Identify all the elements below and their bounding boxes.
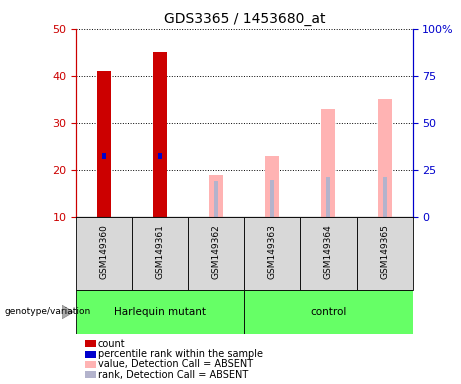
Bar bbox=[97, 71, 111, 217]
Text: genotype/variation: genotype/variation bbox=[5, 308, 91, 316]
Bar bbox=[76, 217, 132, 290]
Bar bbox=[76, 290, 244, 334]
Bar bbox=[158, 153, 162, 159]
Text: control: control bbox=[310, 307, 347, 317]
Text: Harlequin mutant: Harlequin mutant bbox=[114, 307, 206, 317]
Bar bbox=[188, 217, 244, 290]
Text: GSM149361: GSM149361 bbox=[156, 225, 165, 280]
Title: GDS3365 / 1453680_at: GDS3365 / 1453680_at bbox=[164, 12, 325, 26]
Bar bbox=[102, 153, 106, 159]
Text: value, Detection Call = ABSENT: value, Detection Call = ABSENT bbox=[98, 359, 253, 369]
Bar bbox=[356, 217, 413, 290]
Text: GSM149362: GSM149362 bbox=[212, 225, 221, 279]
Bar bbox=[271, 180, 274, 217]
Polygon shape bbox=[62, 305, 74, 319]
Bar bbox=[301, 217, 356, 290]
Bar bbox=[244, 217, 301, 290]
Text: rank, Detection Call = ABSENT: rank, Detection Call = ABSENT bbox=[98, 370, 248, 380]
Bar bbox=[244, 290, 413, 334]
Bar bbox=[378, 99, 391, 217]
Bar bbox=[321, 109, 336, 217]
Bar bbox=[326, 177, 331, 217]
Text: GSM149360: GSM149360 bbox=[100, 225, 109, 280]
Bar bbox=[214, 181, 218, 217]
Bar bbox=[209, 175, 223, 217]
Text: GSM149364: GSM149364 bbox=[324, 225, 333, 279]
Bar bbox=[153, 52, 167, 217]
Text: GSM149363: GSM149363 bbox=[268, 225, 277, 280]
Bar bbox=[383, 177, 386, 217]
Text: percentile rank within the sample: percentile rank within the sample bbox=[98, 349, 263, 359]
Text: GSM149365: GSM149365 bbox=[380, 225, 389, 280]
Bar bbox=[266, 156, 279, 217]
Text: count: count bbox=[98, 339, 125, 349]
Bar bbox=[132, 217, 188, 290]
